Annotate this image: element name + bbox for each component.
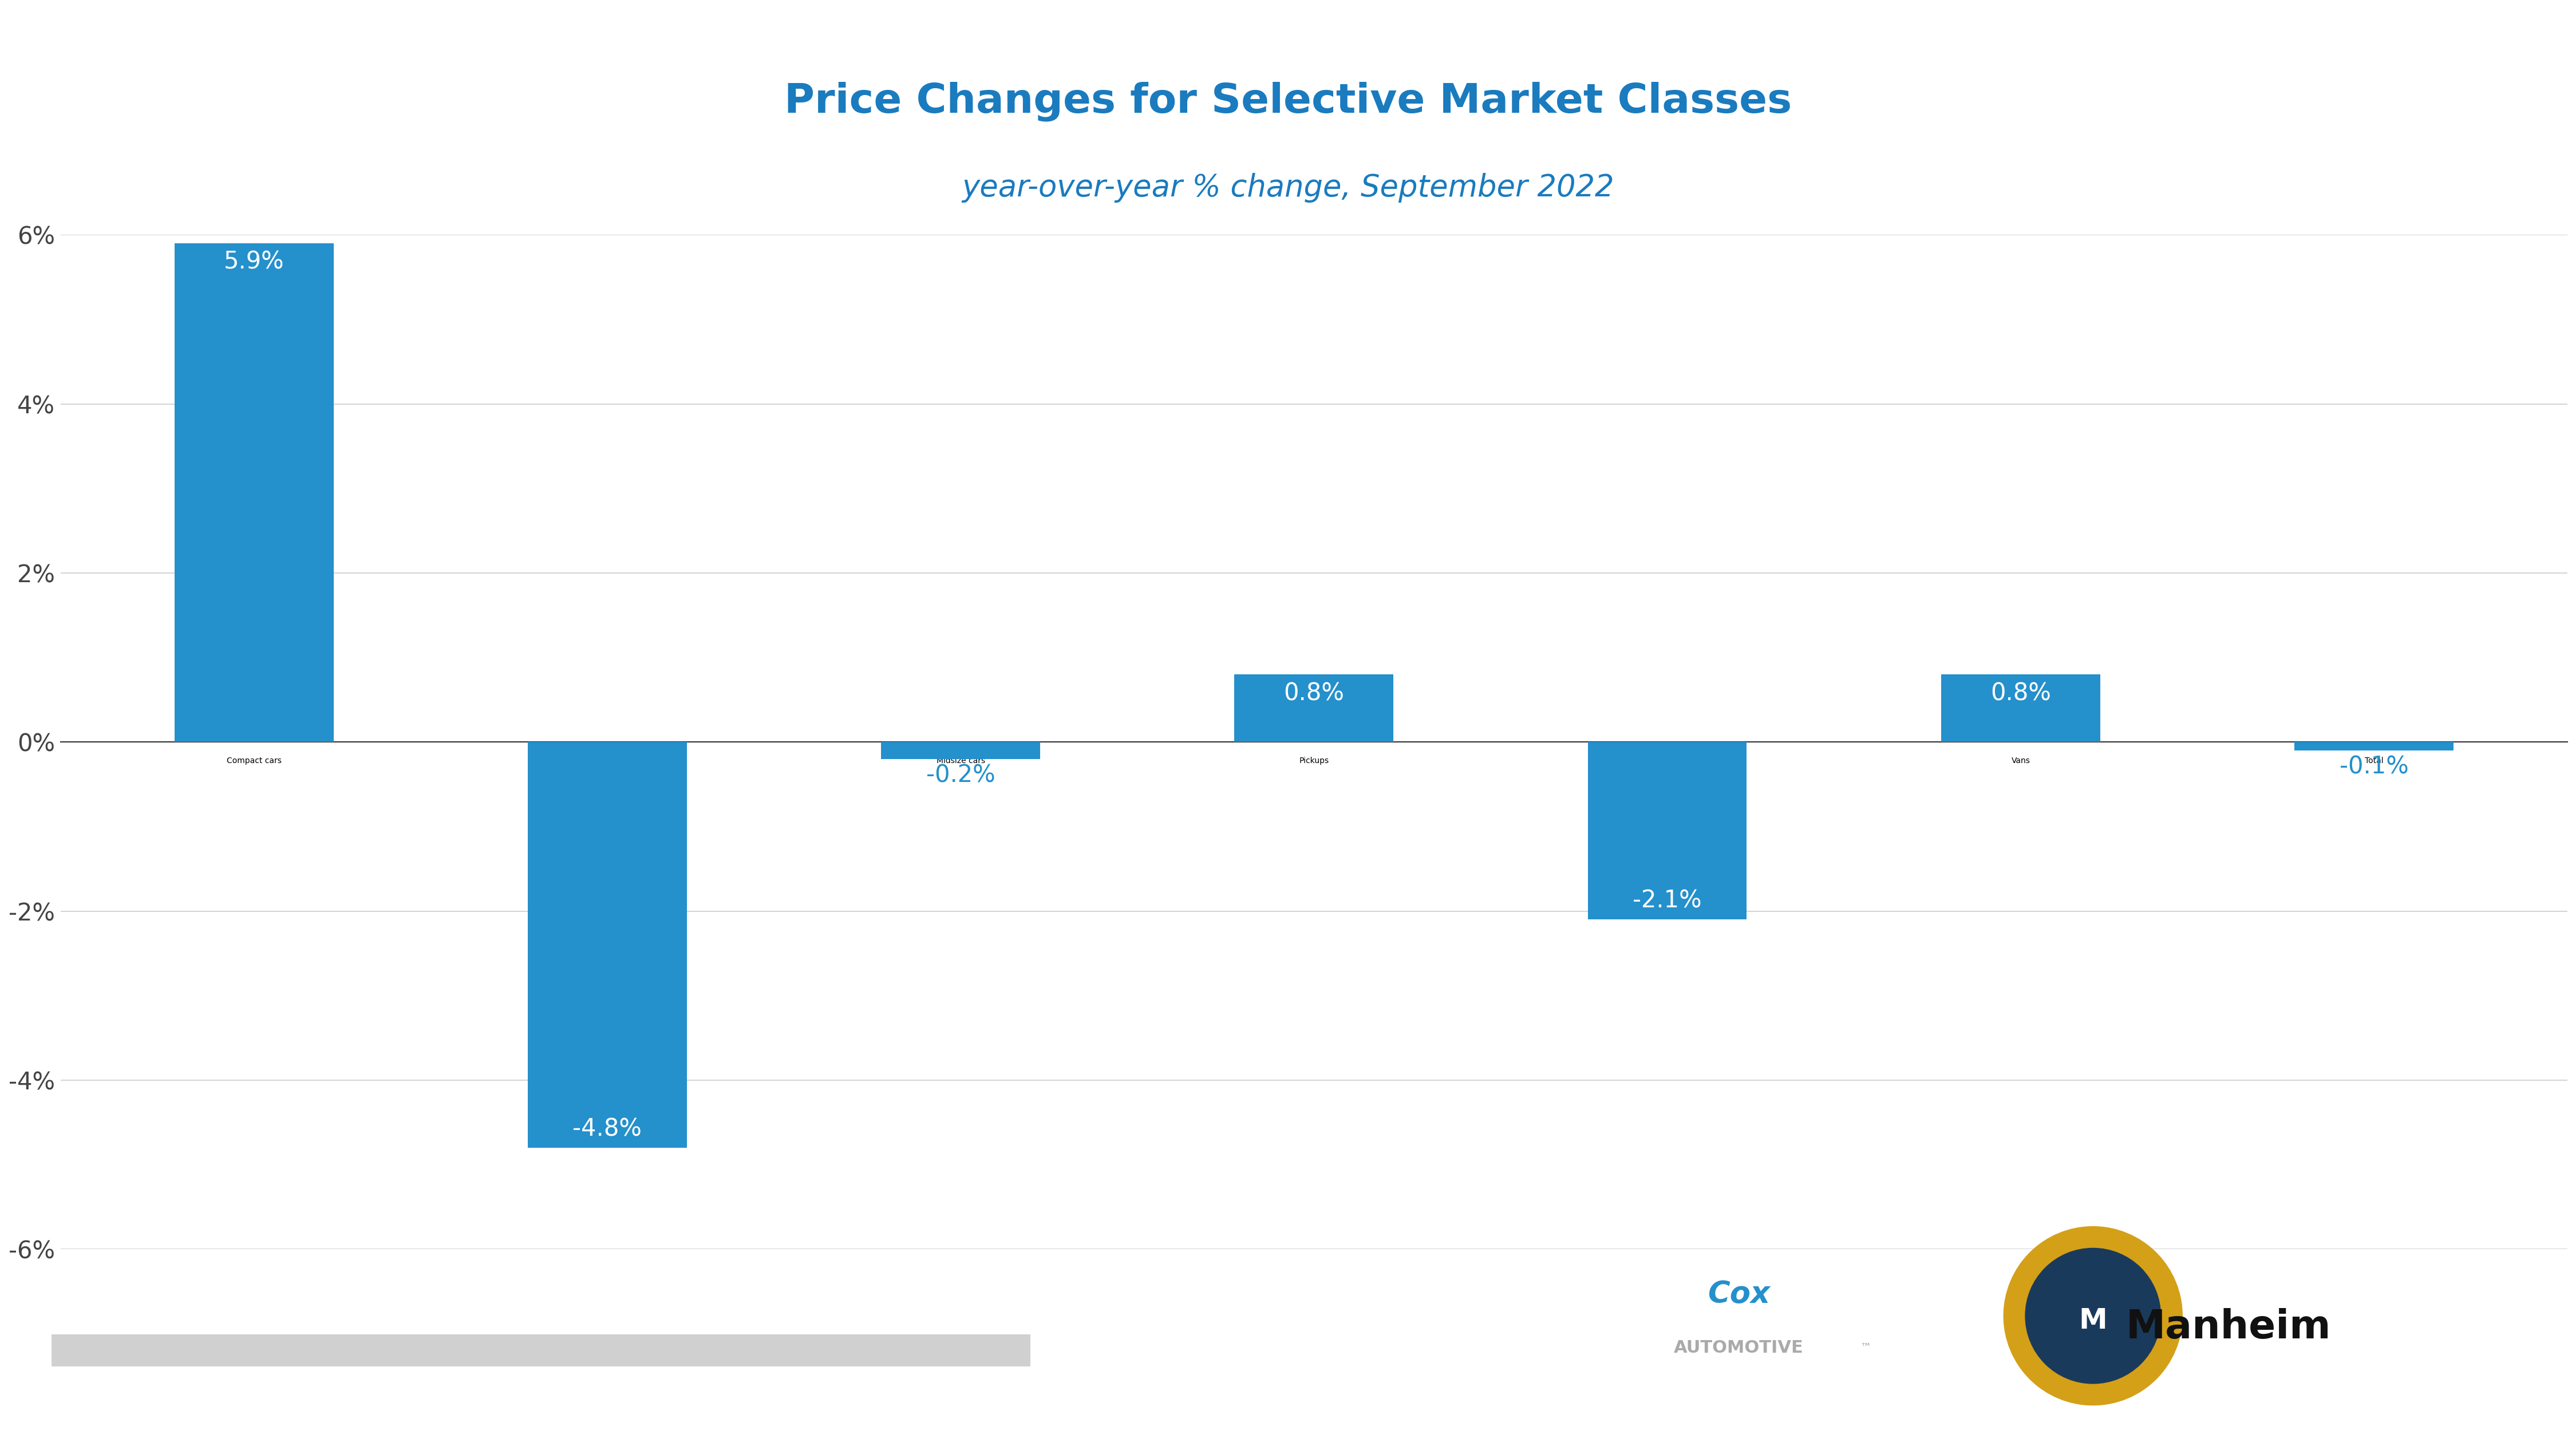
Bar <box>175 243 332 742</box>
Text: Cox: Cox <box>1708 1280 1770 1309</box>
Text: AUTOMOTIVE: AUTOMOTIVE <box>1674 1339 1803 1356</box>
Text: year-over-year % change, September 2022: year-over-year % change, September 2022 <box>961 174 1615 202</box>
Bar <box>1234 674 1394 742</box>
Text: ™: ™ <box>1860 1342 1870 1353</box>
Text: 5.9%: 5.9% <box>224 250 283 275</box>
Text: M: M <box>2079 1307 2107 1335</box>
Bar <box>528 742 688 1148</box>
Circle shape <box>2004 1226 2182 1406</box>
Text: -4.8%: -4.8% <box>572 1118 641 1141</box>
Text: 0.8%: 0.8% <box>1283 681 1345 706</box>
Text: Manheim: Manheim <box>2125 1309 2331 1346</box>
Text: Price Changes for Selective Market Classes: Price Changes for Selective Market Class… <box>783 81 1793 121</box>
Text: -0.1%: -0.1% <box>2339 755 2409 779</box>
Bar <box>1587 742 1747 920</box>
Text: 0.8%: 0.8% <box>1991 681 2050 706</box>
Bar <box>2295 742 2452 750</box>
Circle shape <box>2025 1248 2161 1384</box>
Text: -0.2%: -0.2% <box>927 763 994 787</box>
Bar <box>881 742 1041 759</box>
Text: -2.1%: -2.1% <box>1633 889 1703 912</box>
Bar <box>1942 674 2099 742</box>
